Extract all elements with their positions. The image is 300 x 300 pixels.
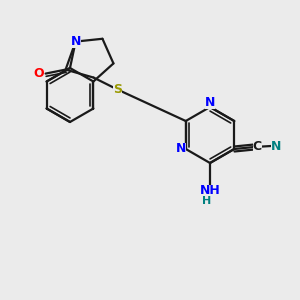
Text: NH: NH — [200, 184, 220, 197]
Text: O: O — [33, 67, 44, 80]
Text: N: N — [70, 35, 81, 48]
Text: H: H — [202, 196, 211, 206]
Text: N: N — [205, 95, 215, 109]
Text: N: N — [271, 140, 281, 152]
Text: N: N — [176, 142, 186, 155]
Text: S: S — [113, 83, 122, 96]
Text: C: C — [253, 140, 262, 154]
